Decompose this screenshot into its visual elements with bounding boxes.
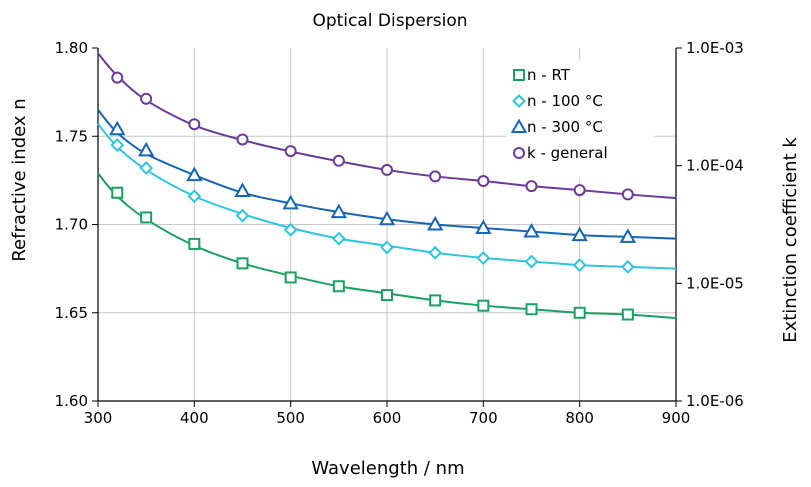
data-point [140,211,153,224]
series-3 [97,109,677,243]
y-tick-label: 1.60 [55,392,88,410]
data-point [378,210,396,226]
x-tick-label: 600 [373,409,402,427]
x-tick-label: 900 [662,409,691,427]
data-point [282,194,299,210]
data-point [429,170,442,183]
data-point [111,186,124,199]
legend-label: n - 300 °C [527,118,603,136]
legend-marker [513,69,525,81]
data-point [110,138,125,152]
data-point [477,175,490,188]
y2-tick-label: 1.0E-04 [686,157,744,175]
data-point [187,189,202,204]
data-point [236,257,249,270]
legend: n - RT n - 100 °C n - 300 °C k - general [506,60,654,178]
data-point [332,280,345,293]
data-point [426,215,444,231]
y2-tick-label: 1.0E-06 [686,392,744,410]
data-point [188,118,201,131]
data-point [621,188,634,201]
chart-title: Optical Dispersion [312,11,467,31]
data-point [573,306,586,319]
data-point [475,219,492,235]
data-point [428,245,443,260]
y-tick-label: 1.75 [55,127,88,145]
data-point [476,251,491,265]
x-axis-label: Wavelength / nm [311,458,464,479]
data-point [284,271,297,284]
y2-tick-label: 1.0E-05 [686,274,744,292]
data-point [236,133,249,146]
legend-label: k - general [527,144,608,162]
data-point [524,254,539,269]
data-point [381,289,393,302]
data-point [283,222,298,237]
data-point [139,161,154,175]
data-point [572,258,587,273]
data-point [331,231,346,246]
data-point [332,154,345,167]
x-tick-label: 500 [276,409,305,427]
series-1 [97,172,677,321]
data-point [188,237,201,250]
data-point [140,92,153,105]
data-point [573,184,586,197]
data-point [477,299,490,312]
data-point [525,180,538,193]
data-point [235,208,250,223]
data-point [619,228,637,243]
x-tick-label: 300 [84,409,113,427]
data-point [525,303,538,316]
data-point [621,308,634,321]
x-tick-label: 800 [565,409,594,427]
legend-label: n - 100 °C [527,92,603,110]
y2-axis-label: Extinction coefficient k [780,137,801,343]
series-layer [97,52,677,321]
data-point [330,203,348,219]
data-point [380,240,394,255]
data-point [381,163,393,176]
series-4 [97,52,677,201]
data-point [571,226,588,242]
y-tick-label: 1.70 [55,216,88,234]
legend-marker [512,94,526,108]
series-2 [97,123,677,274]
y-axis-label: Refractive index n [9,98,30,261]
data-point [111,71,124,84]
data-point [137,141,155,157]
data-point [234,182,251,197]
y2-tick-label: 1.0E-03 [686,39,744,57]
x-tick-label: 700 [469,409,498,427]
legend-label: n - RT [527,66,571,84]
legend-box [506,60,654,178]
data-point [429,294,442,307]
legend-marker [510,118,528,133]
data-point [523,223,540,238]
data-point [109,120,126,136]
y-tick-label: 1.65 [55,304,88,322]
axes: 300 400 500 600 700 800 900 1.60 1.65 1.70 1.75 1.8… [55,39,744,427]
data-point [284,145,297,158]
x-tick-label: 400 [180,409,209,427]
y-tick-label: 1.80 [55,39,88,57]
data-point [186,166,203,182]
data-point [620,259,635,274]
legend-marker [513,147,525,159]
